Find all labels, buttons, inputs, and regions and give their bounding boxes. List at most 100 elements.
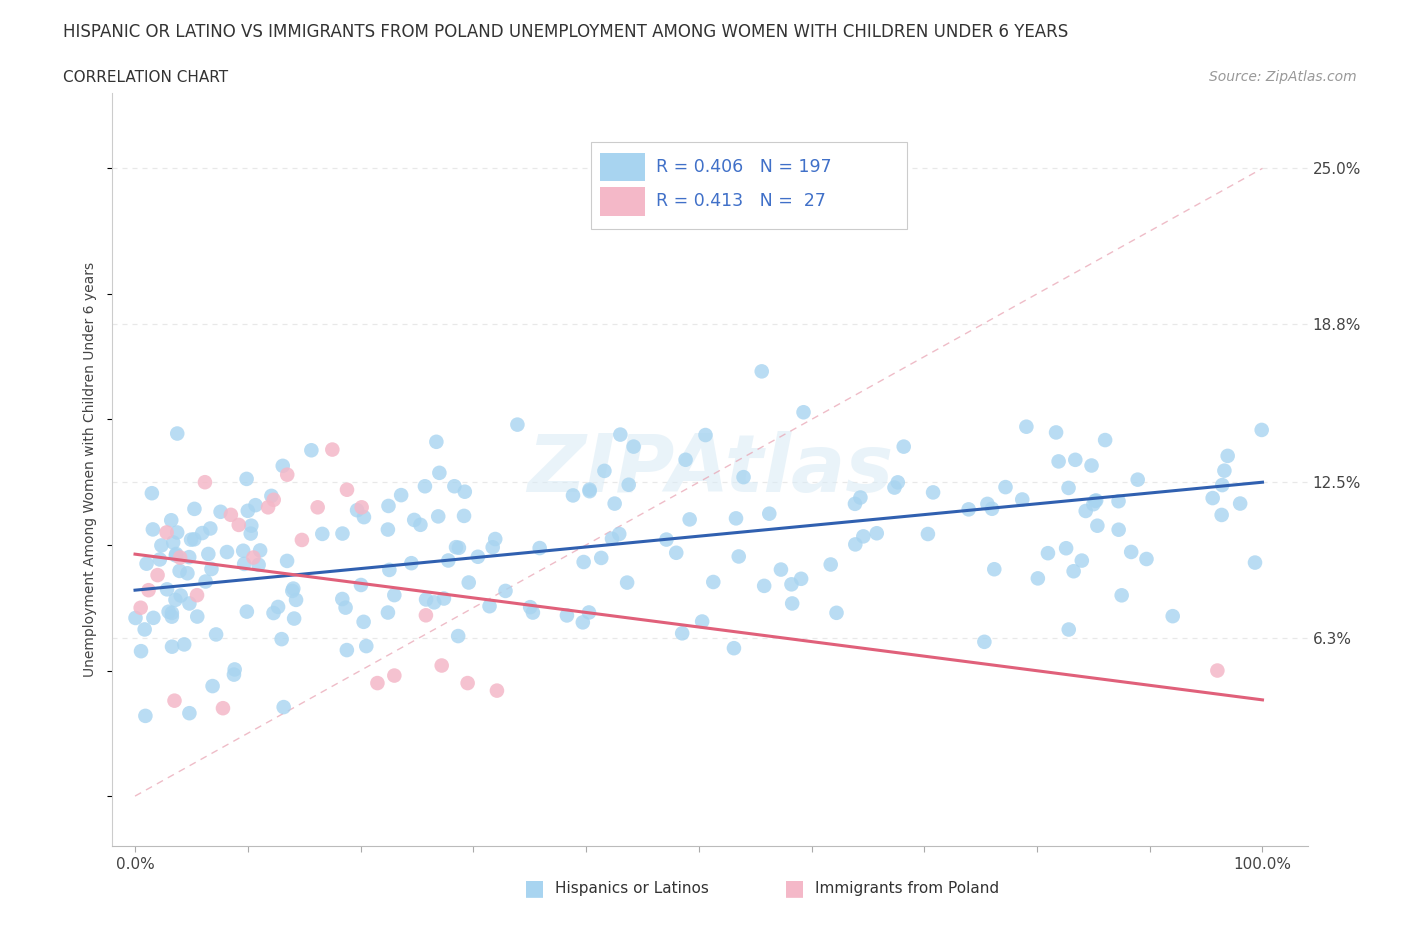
- Point: [350, 578, 373, 592]
- Point: [727, 549, 749, 564]
- Point: [1206, 663, 1229, 678]
- Point: [377, 498, 399, 513]
- Point: [578, 484, 600, 498]
- Point: [1057, 622, 1080, 637]
- Point: [485, 684, 508, 698]
- Point: [790, 571, 813, 586]
- Point: [655, 532, 678, 547]
- Point: [166, 525, 188, 540]
- Point: [433, 591, 456, 606]
- Point: [443, 479, 465, 494]
- Point: [160, 639, 183, 654]
- Point: [607, 526, 630, 541]
- Point: [377, 605, 399, 620]
- Point: [240, 518, 263, 533]
- Point: [447, 629, 470, 644]
- Point: [1083, 497, 1105, 512]
- Point: [1080, 458, 1102, 473]
- Point: [242, 551, 264, 565]
- Text: ZIPAtlas: ZIPAtlas: [527, 431, 893, 509]
- Point: [623, 439, 645, 454]
- FancyBboxPatch shape: [600, 187, 645, 216]
- Point: [467, 550, 489, 565]
- Point: [183, 532, 205, 547]
- Point: [1026, 571, 1049, 586]
- Point: [165, 547, 187, 562]
- Text: Source: ZipAtlas.com: Source: ZipAtlas.com: [1209, 70, 1357, 84]
- Point: [917, 526, 939, 541]
- Point: [215, 545, 238, 560]
- Point: [236, 503, 259, 518]
- Point: [194, 574, 217, 589]
- Point: [983, 562, 1005, 577]
- Point: [751, 364, 773, 379]
- Point: [780, 577, 803, 591]
- FancyBboxPatch shape: [600, 153, 645, 181]
- Point: [690, 614, 713, 629]
- Point: [1161, 609, 1184, 624]
- Point: [336, 483, 359, 498]
- Point: [820, 557, 842, 572]
- Point: [205, 627, 228, 642]
- Point: [675, 452, 697, 467]
- Point: [562, 488, 585, 503]
- Point: [679, 512, 702, 526]
- Point: [200, 562, 222, 577]
- Point: [389, 487, 412, 502]
- Point: [572, 615, 595, 630]
- Point: [1064, 452, 1087, 467]
- Point: [616, 575, 638, 590]
- Point: [219, 508, 242, 523]
- Point: [413, 479, 436, 494]
- Point: [141, 485, 163, 500]
- Point: [957, 502, 980, 517]
- Point: [135, 556, 157, 571]
- Point: [191, 525, 214, 540]
- Point: [495, 583, 517, 598]
- Point: [404, 512, 426, 527]
- Point: [232, 543, 254, 558]
- Point: [1011, 492, 1033, 507]
- Point: [578, 605, 600, 620]
- Point: [1047, 454, 1070, 469]
- Point: [425, 434, 447, 449]
- Point: [430, 658, 453, 673]
- Point: [179, 706, 201, 721]
- Point: [1211, 508, 1233, 523]
- Point: [155, 525, 177, 539]
- Point: [281, 583, 304, 598]
- Point: [994, 480, 1017, 495]
- Point: [976, 497, 998, 512]
- Point: [1036, 546, 1059, 561]
- Text: CORRELATION CHART: CORRELATION CHART: [63, 70, 228, 85]
- Point: [160, 609, 183, 624]
- Point: [1250, 422, 1272, 437]
- Point: [239, 526, 262, 541]
- Point: [665, 545, 688, 560]
- Point: [457, 675, 479, 690]
- Point: [236, 604, 259, 619]
- Point: [270, 631, 292, 646]
- Point: [377, 522, 399, 537]
- Point: [378, 563, 401, 578]
- Point: [555, 608, 578, 623]
- Point: [724, 511, 747, 525]
- Point: [1074, 503, 1097, 518]
- Point: [578, 482, 600, 497]
- Point: [893, 439, 915, 454]
- Point: [454, 485, 477, 499]
- Point: [409, 517, 432, 532]
- Point: [200, 521, 222, 536]
- Point: [350, 500, 373, 515]
- Point: [1057, 481, 1080, 496]
- Y-axis label: Unemployment Among Women with Children Under 6 years: Unemployment Among Women with Children U…: [83, 262, 97, 677]
- Point: [260, 488, 283, 503]
- Point: [1211, 478, 1233, 493]
- Point: [173, 637, 195, 652]
- Point: [201, 679, 224, 694]
- Point: [484, 532, 506, 547]
- Point: [852, 529, 875, 544]
- Point: [1244, 555, 1267, 570]
- Point: [129, 644, 152, 658]
- Point: [224, 662, 246, 677]
